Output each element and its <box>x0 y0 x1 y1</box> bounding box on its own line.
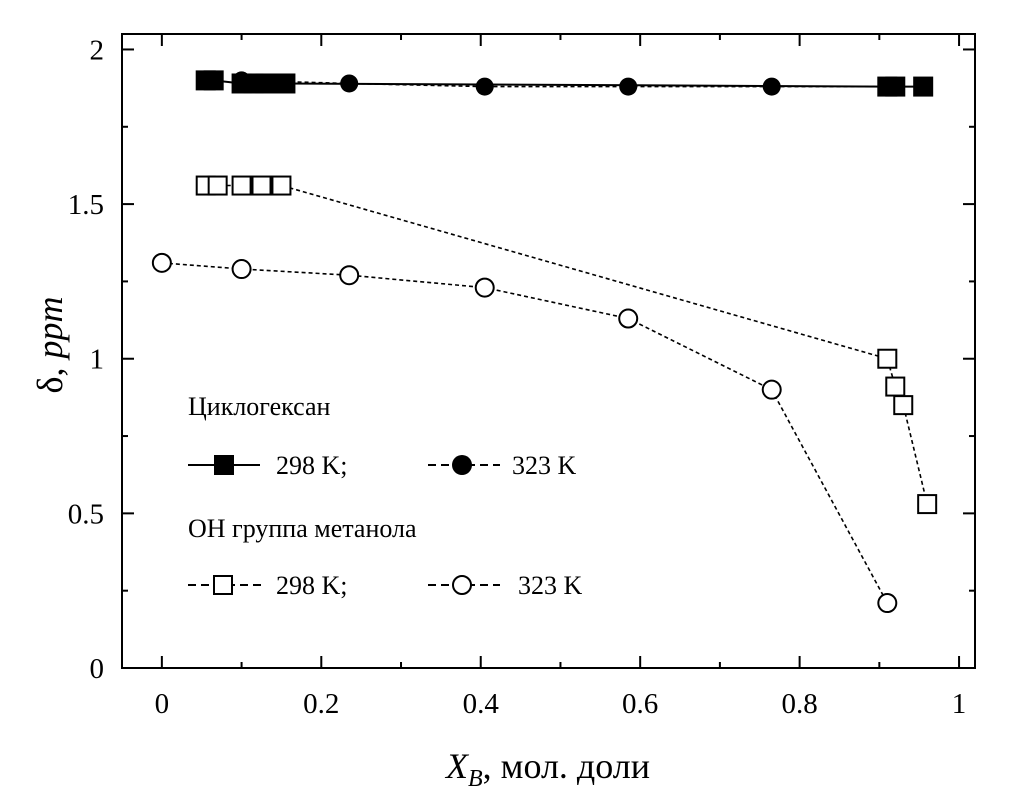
legend-marker-open-square <box>213 575 233 595</box>
axis-ticks: 0 0.2 0.4 0.6 0.8 1 0 0.5 1 1.5 2 <box>68 34 975 720</box>
legend: Циклогексан 298 K; 323 K OH группа метан… <box>188 392 583 600</box>
x-axis-title-rest: , мол. доли <box>483 746 650 786</box>
y-axis-title: δ, ppm <box>30 297 70 394</box>
series-2-point <box>232 71 251 90</box>
series-3-point <box>877 348 898 369</box>
x-axis-title-main: X <box>444 746 470 786</box>
legend-label-methanol-323: 323 K <box>518 571 583 600</box>
y-axis-title-greek: δ, <box>30 359 70 394</box>
legend-group-2-title: OH группа метанола <box>188 514 417 543</box>
y-axis-title-unit: ppm <box>30 297 70 362</box>
series-markers <box>151 70 938 614</box>
series-4-point <box>618 308 639 329</box>
y-tick-label: 1 <box>90 344 105 376</box>
series-2-point <box>619 77 638 96</box>
y-tick-label: 1.5 <box>68 189 104 221</box>
y-tick-label: 2 <box>90 34 105 66</box>
series-1-point <box>203 70 224 91</box>
series-1-point <box>275 73 296 94</box>
series-4-line <box>161 262 889 604</box>
legend-marker-open-circle <box>452 575 472 595</box>
x-tick-label: 1 <box>952 688 967 720</box>
series-3-point <box>251 175 272 196</box>
legend-label-cyclohexane-323: 323 K <box>512 451 577 480</box>
series-4-point <box>474 277 495 298</box>
x-tick-label: 0.2 <box>303 688 339 720</box>
series-4-point <box>151 252 172 273</box>
x-tick-label: 0.6 <box>622 688 658 720</box>
series-3-point <box>271 175 292 196</box>
series-1-line <box>205 79 924 88</box>
legend-label-methanol-298: 298 K; <box>276 571 348 600</box>
legend-marker-filled-square <box>214 455 234 475</box>
series-4-point <box>877 593 898 614</box>
x-tick-label: 0.8 <box>781 688 817 720</box>
series-3-point <box>207 175 228 196</box>
legend-label-cyclohexane-298: 298 K; <box>276 451 348 480</box>
series-2-point <box>762 77 781 96</box>
plot-area-border <box>121 33 976 669</box>
series-2-point <box>340 74 359 93</box>
x-axis-title: XB, мол. доли <box>444 746 650 792</box>
series-1-point <box>913 76 934 97</box>
series-3-point <box>885 376 906 397</box>
series-3-point <box>917 494 938 515</box>
y-tick-label: 0.5 <box>68 498 104 530</box>
x-tick-label: 0 <box>155 688 170 720</box>
x-tick-label: 0.4 <box>463 688 500 720</box>
plot-frame <box>121 33 976 669</box>
series-2-point <box>475 77 494 96</box>
legend-marker-filled-circle <box>452 455 472 475</box>
series-4-point <box>231 259 252 280</box>
series-4-point <box>339 265 360 286</box>
series-3-point <box>893 395 914 416</box>
y-tick-label: 0 <box>90 653 105 685</box>
series-2-point <box>878 77 897 96</box>
x-axis-title-sub: B <box>468 766 483 792</box>
series-2-line <box>241 79 888 88</box>
series-1-point <box>255 73 276 94</box>
series-3-point <box>231 175 252 196</box>
series-4-point <box>761 379 782 400</box>
legend-group-1-title: Циклогексан <box>188 392 331 421</box>
